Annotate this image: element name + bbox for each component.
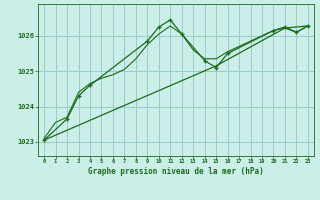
X-axis label: Graphe pression niveau de la mer (hPa): Graphe pression niveau de la mer (hPa): [88, 167, 264, 176]
